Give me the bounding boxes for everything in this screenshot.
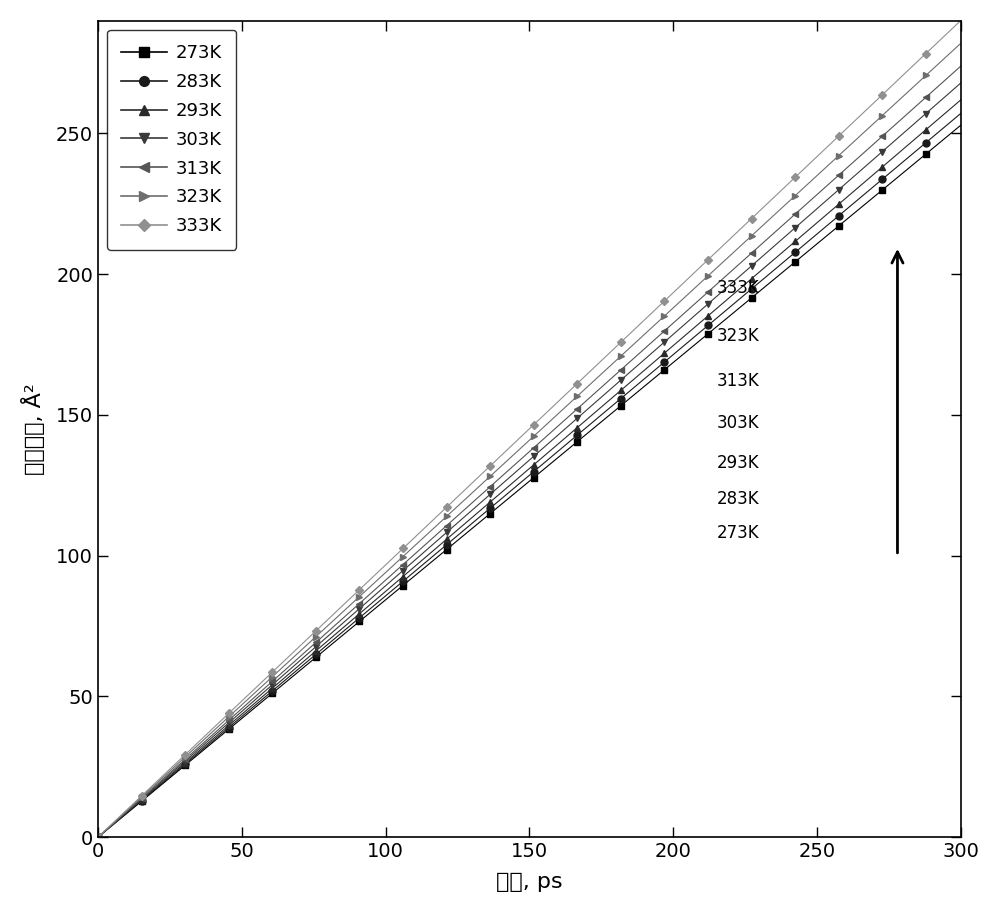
333K bbox=[292, 642, 304, 653]
Line: 303K: 303K bbox=[94, 79, 964, 841]
303K bbox=[292, 656, 304, 667]
293K bbox=[955, 94, 967, 105]
293K bbox=[911, 131, 923, 142]
333K bbox=[92, 832, 104, 843]
Line: 293K: 293K bbox=[94, 97, 964, 841]
Legend: 273K, 283K, 293K, 303K, 313K, 323K, 333K: 273K, 283K, 293K, 303K, 313K, 323K, 333K bbox=[107, 30, 236, 250]
273K bbox=[955, 120, 967, 131]
283K bbox=[258, 693, 270, 704]
283K bbox=[885, 166, 897, 177]
333K bbox=[885, 81, 897, 92]
333K bbox=[955, 16, 967, 26]
323K bbox=[955, 37, 967, 48]
Line: 273K: 273K bbox=[94, 121, 964, 841]
333K bbox=[911, 57, 923, 68]
283K bbox=[92, 832, 104, 843]
293K bbox=[606, 393, 618, 404]
Text: 303K: 303K bbox=[716, 415, 759, 433]
303K bbox=[258, 687, 270, 698]
273K bbox=[92, 832, 104, 843]
Text: 273K: 273K bbox=[716, 524, 759, 542]
Text: 333K: 333K bbox=[716, 279, 759, 298]
313K bbox=[911, 100, 923, 110]
323K bbox=[292, 647, 304, 658]
313K bbox=[885, 123, 897, 134]
273K bbox=[885, 177, 897, 188]
283K bbox=[955, 108, 967, 119]
313K bbox=[955, 60, 967, 71]
273K bbox=[911, 156, 923, 167]
Text: 283K: 283K bbox=[716, 490, 759, 509]
283K bbox=[911, 144, 923, 155]
313K bbox=[258, 684, 270, 695]
273K bbox=[258, 695, 270, 706]
323K bbox=[536, 423, 548, 434]
333K bbox=[536, 411, 548, 422]
313K bbox=[292, 653, 304, 664]
Line: 313K: 313K bbox=[94, 63, 964, 841]
283K bbox=[606, 401, 618, 412]
293K bbox=[536, 452, 548, 463]
273K bbox=[536, 465, 548, 476]
333K bbox=[258, 675, 270, 686]
293K bbox=[885, 154, 897, 165]
Line: 333K: 333K bbox=[95, 17, 964, 840]
283K bbox=[292, 664, 304, 675]
313K bbox=[92, 832, 104, 843]
303K bbox=[885, 139, 897, 150]
303K bbox=[606, 383, 618, 394]
323K bbox=[911, 78, 923, 89]
293K bbox=[292, 660, 304, 671]
Line: 323K: 323K bbox=[94, 40, 964, 841]
303K bbox=[92, 832, 104, 843]
323K bbox=[92, 832, 104, 843]
273K bbox=[292, 666, 304, 677]
Line: 283K: 283K bbox=[94, 110, 964, 841]
323K bbox=[258, 679, 270, 690]
303K bbox=[911, 116, 923, 127]
X-axis label: 时间, ps: 时间, ps bbox=[496, 872, 563, 892]
303K bbox=[955, 78, 967, 89]
313K bbox=[606, 373, 618, 383]
283K bbox=[536, 459, 548, 470]
333K bbox=[606, 345, 618, 356]
Text: 323K: 323K bbox=[716, 327, 759, 345]
Y-axis label: 均方位移, Å²: 均方位移, Å² bbox=[21, 383, 45, 475]
323K bbox=[606, 359, 618, 370]
Text: 313K: 313K bbox=[716, 373, 759, 390]
293K bbox=[258, 690, 270, 701]
313K bbox=[536, 435, 548, 446]
273K bbox=[606, 407, 618, 418]
303K bbox=[536, 443, 548, 454]
293K bbox=[92, 832, 104, 843]
Text: 293K: 293K bbox=[716, 454, 759, 472]
323K bbox=[885, 102, 897, 113]
